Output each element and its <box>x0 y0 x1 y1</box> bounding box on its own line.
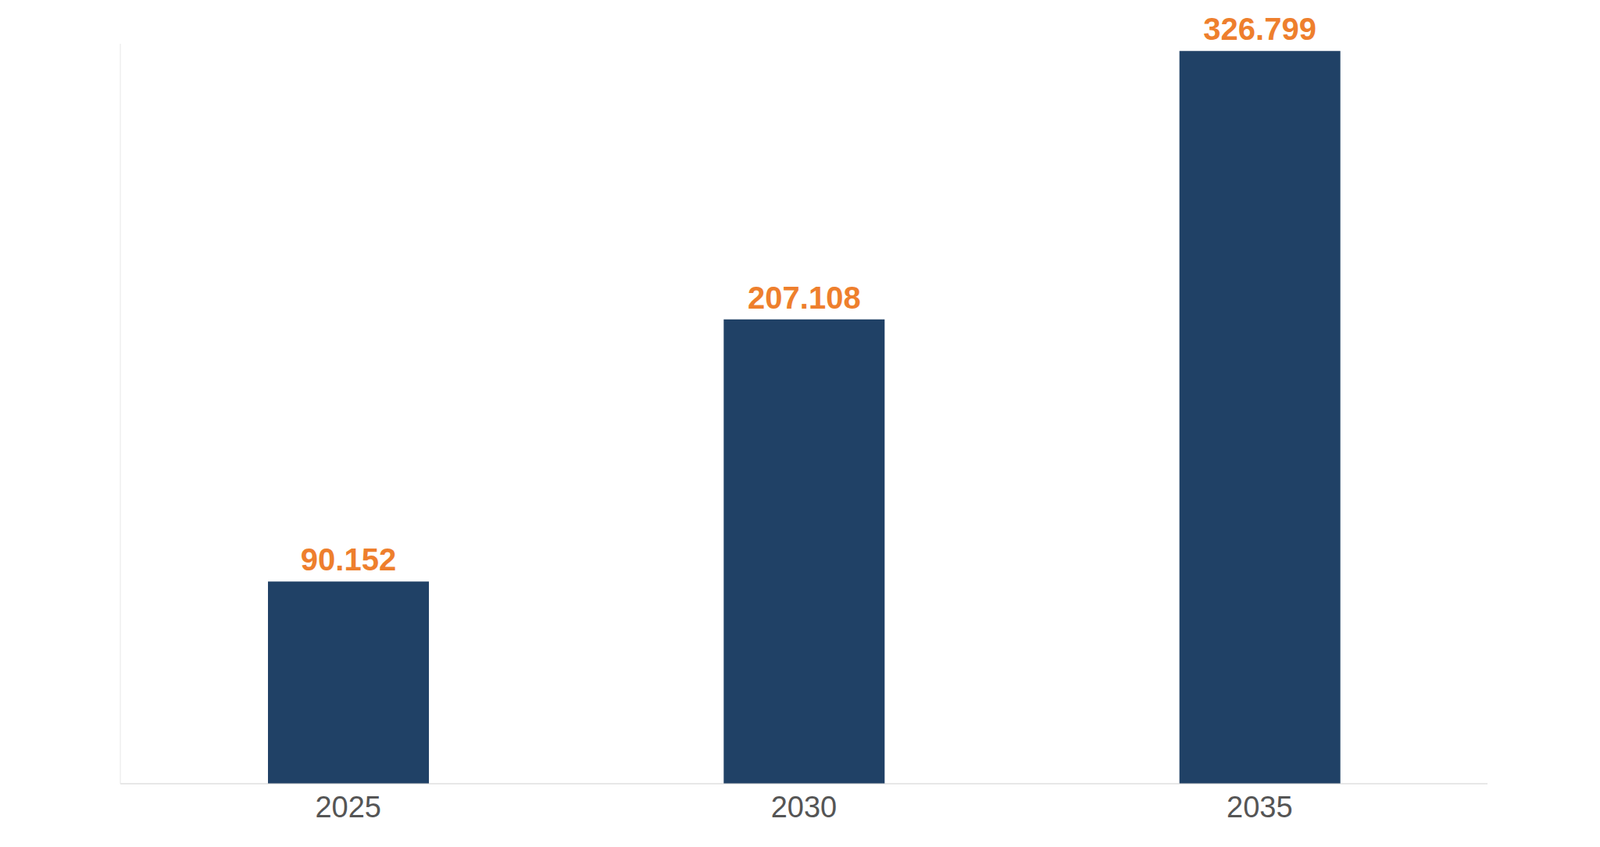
svg-text:207.108: 207.108 <box>747 280 861 315</box>
svg-text:90.152: 90.152 <box>300 542 397 577</box>
svg-text:326.799: 326.799 <box>1203 11 1317 47</box>
svg-text:2035: 2035 <box>1226 790 1293 824</box>
svg-text:2025: 2025 <box>314 790 382 824</box>
svg-text:2030: 2030 <box>771 790 838 824</box>
